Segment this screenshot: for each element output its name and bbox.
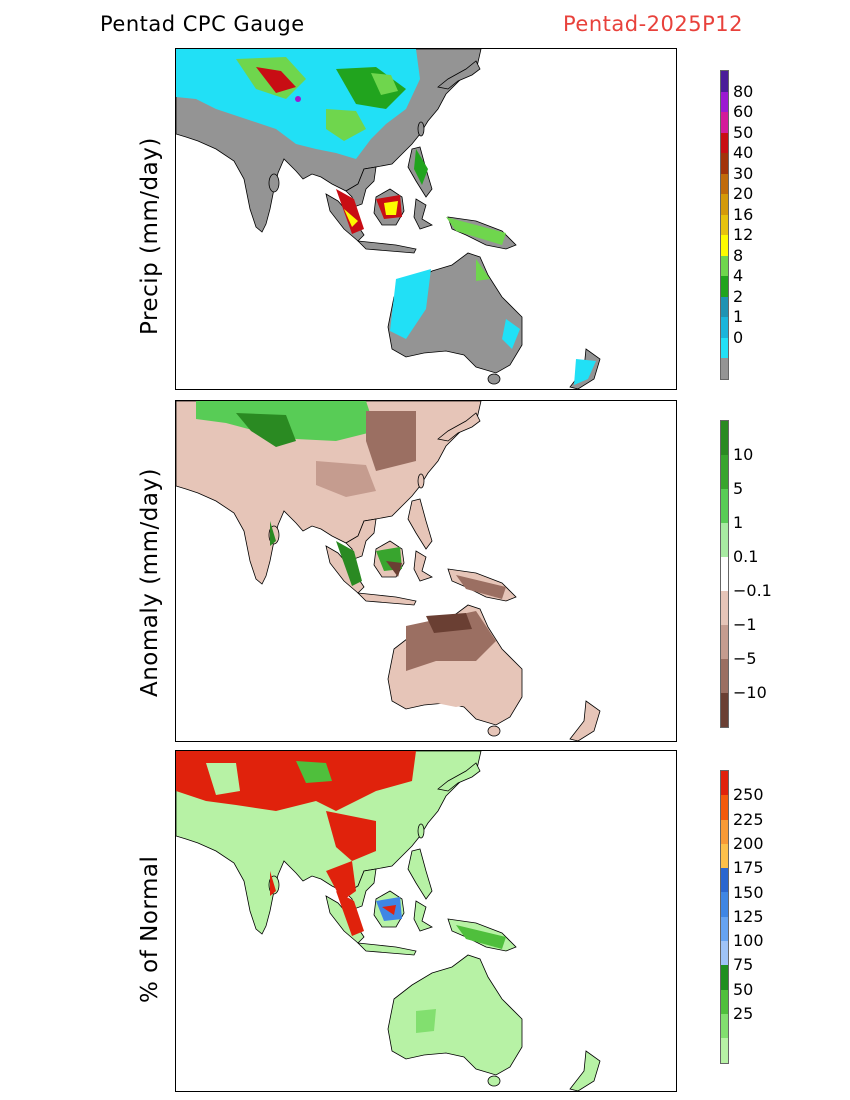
ylabel-precip: Precip (mm/day): [137, 137, 163, 335]
colorbar-swatch: [721, 625, 728, 659]
colorbar-swatch: [721, 843, 728, 869]
colorbar-anomaly: [720, 420, 729, 728]
colorbar-swatch: [721, 132, 728, 153]
colorbar-swatch: [721, 112, 728, 133]
colorbar-swatch: [721, 965, 728, 990]
colorbar-swatch: [721, 1013, 728, 1039]
colorbar-tick-label: 10: [733, 445, 754, 464]
colorbar-swatch: [721, 71, 728, 92]
title-left: Pentad CPC Gauge: [100, 12, 305, 36]
colorbar-tick-label: 5: [733, 479, 744, 498]
colorbar-swatch: [721, 1038, 728, 1063]
colorbar-tick-label: 175: [733, 858, 764, 878]
colorbar-tick-label: 1: [733, 307, 744, 326]
colorbar-swatch: [721, 317, 728, 338]
colorbar-swatch: [721, 659, 728, 693]
colorbar-percent: [720, 770, 729, 1064]
colorbar-swatch: [721, 892, 728, 917]
colorbar-swatch: [721, 91, 728, 112]
colorbar-tick-label: 80: [733, 81, 754, 101]
colorbar-tick-label: 4: [733, 266, 744, 285]
colorbar-swatch: [721, 296, 728, 317]
colorbar-swatch: [721, 557, 728, 591]
colorbar-precip: [720, 70, 729, 380]
ylabel-anomaly: Anomaly (mm/day): [137, 467, 163, 697]
colorbar-tick-label: 250: [733, 785, 764, 805]
colorbar-tick-label: 0: [733, 327, 744, 347]
colorbar-swatch: [721, 941, 728, 966]
colorbar-swatch: [721, 194, 728, 215]
colorbar-swatch: [721, 771, 728, 796]
colorbar-swatch: [721, 214, 728, 235]
colorbar-swatch: [721, 489, 728, 523]
colorbar-swatch: [721, 795, 728, 820]
colorbar-tick-label: −1: [733, 615, 757, 634]
colorbar-tick-label: 2: [733, 286, 744, 306]
ylabel-percent: % of Normal: [137, 855, 163, 1003]
colorbar-tick-label: 40: [733, 143, 754, 162]
colorbar-tick-label: 200: [733, 833, 764, 853]
colorbar-tick-label: −10: [733, 683, 767, 702]
colorbar-swatch: [721, 421, 728, 455]
colorbar-swatch: [721, 693, 728, 727]
colorbar-swatch: [721, 455, 728, 489]
colorbar-tick-label: 225: [733, 809, 764, 829]
colorbar-tick-label: 30: [733, 163, 754, 183]
colorbar-swatch: [721, 337, 728, 358]
colorbar-swatch: [721, 173, 728, 194]
colorbar-tick-label: 12: [733, 225, 754, 244]
colorbar-swatch: [721, 819, 728, 844]
colorbar-swatch: [721, 989, 728, 1014]
colorbar-swatch: [721, 916, 728, 942]
colorbar-tick-label: 8: [733, 245, 744, 265]
colorbar-tick-label: 20: [733, 184, 754, 203]
map-panel-percent: [175, 750, 677, 1092]
colorbar-tick-label: −0.1: [733, 581, 772, 600]
colorbar-tick-label: 100: [733, 931, 764, 951]
colorbar-tick-label: 60: [733, 102, 754, 121]
colorbar-tick-label: 25: [733, 1004, 754, 1023]
colorbar-swatch: [721, 235, 728, 256]
map-panel-precip: [175, 48, 677, 390]
title-right: Pentad-2025P12: [563, 12, 743, 36]
colorbar-swatch: [721, 276, 728, 297]
colorbar-tick-label: 0.1: [733, 547, 759, 566]
colorbar-swatch: [721, 523, 728, 557]
colorbar-swatch: [721, 255, 728, 276]
colorbar-tick-label: −5: [733, 649, 757, 668]
colorbar-tick-label: 16: [733, 204, 754, 224]
map-panel-anomaly: [175, 400, 677, 742]
colorbar-swatch: [721, 358, 728, 379]
colorbar-swatch: [721, 153, 728, 174]
colorbar-tick-label: 150: [733, 882, 764, 902]
colorbar-tick-label: 50: [733, 979, 754, 999]
colorbar-swatch: [721, 591, 728, 625]
colorbar-tick-label: 1: [733, 513, 744, 532]
colorbar-tick-label: 125: [733, 906, 764, 926]
colorbar-swatch: [721, 868, 728, 893]
colorbar-tick-label: 50: [733, 122, 754, 142]
colorbar-tick-label: 75: [733, 955, 754, 975]
